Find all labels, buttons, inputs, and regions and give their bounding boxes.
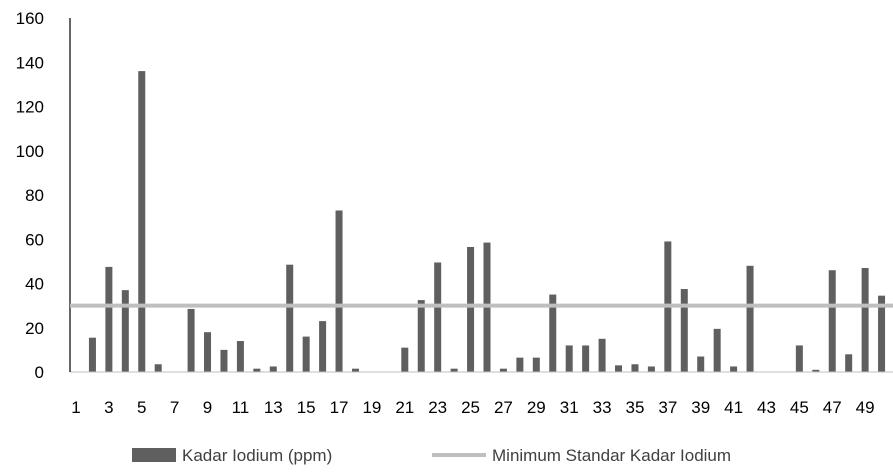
x-tick-label: 39: [691, 398, 710, 417]
x-tick-label: 23: [428, 398, 447, 417]
bar: [401, 347, 409, 372]
x-tick-label: 13: [264, 398, 283, 417]
x-tick-label: 25: [461, 398, 480, 417]
x-tick-label: 17: [330, 398, 349, 417]
bar: [121, 290, 129, 372]
bar: [795, 345, 803, 372]
bar: [615, 365, 623, 372]
bar: [861, 268, 869, 372]
y-tick-label: 100: [16, 142, 44, 161]
bar: [845, 354, 853, 372]
bar: [532, 357, 540, 372]
x-axis-tick-labels: 1 3 5 7 9 11 13 15 17 19 21 23 25 27 29 31 33 35 37 39 41 43 4…: [71, 398, 874, 417]
bar: [204, 332, 212, 372]
y-axis-tick-labels: 0 20 40 60 80 100 120 140 160: [16, 9, 44, 382]
bar: [713, 328, 721, 372]
bar: [154, 364, 162, 372]
legend-label-bar: Kadar Iodium (ppm): [182, 446, 332, 465]
bar: [351, 368, 359, 372]
bar: [253, 368, 261, 372]
y-tick-label: 160: [16, 9, 44, 28]
x-tick-label: 29: [527, 398, 546, 417]
x-tick-label: 49: [856, 398, 875, 417]
x-tick-label: 9: [203, 398, 212, 417]
x-tick-label: 35: [625, 398, 644, 417]
x-tick-label: 7: [170, 398, 179, 417]
bar: [812, 369, 820, 372]
bar: [286, 264, 294, 372]
x-tick-label: 11: [232, 398, 250, 417]
bar: [730, 366, 738, 372]
bar-series: [88, 71, 886, 373]
bar: [138, 71, 146, 372]
bar: [88, 337, 96, 372]
bar: [467, 246, 475, 372]
x-tick-label: 41: [724, 398, 743, 417]
x-tick-label: 21: [395, 398, 414, 417]
bar: [499, 368, 507, 372]
x-tick-label: 33: [593, 398, 612, 417]
x-tick-label: 43: [757, 398, 776, 417]
bar: [582, 345, 590, 372]
x-tick-label: 45: [790, 398, 809, 417]
legend: Kadar Iodium (ppm) Minimum Standar Kadar…: [132, 446, 731, 465]
x-tick-label: 37: [658, 398, 677, 417]
y-tick-label: 40: [25, 275, 44, 294]
bar: [220, 349, 228, 373]
x-tick-label: 19: [362, 398, 381, 417]
bar: [697, 356, 705, 372]
x-tick-label: 31: [560, 398, 579, 417]
bar: [746, 265, 754, 372]
bar: [565, 345, 573, 372]
bar: [680, 289, 688, 372]
legend-swatch-bar: [132, 448, 176, 462]
bar: [450, 368, 458, 372]
bar: [549, 294, 557, 372]
bar: [335, 210, 343, 372]
legend-label-line: Minimum Standar Kadar Iodium: [492, 446, 731, 465]
bar: [187, 308, 195, 372]
x-tick-label: 47: [823, 398, 842, 417]
bar: [319, 321, 327, 372]
x-tick-label: 5: [137, 398, 146, 417]
bar: [236, 341, 244, 372]
x-tick-label: 3: [104, 398, 113, 417]
x-tick-label: 27: [494, 398, 513, 417]
bar: [417, 300, 425, 372]
y-tick-label: 0: [35, 363, 44, 382]
y-tick-label: 120: [16, 98, 44, 117]
bar: [631, 364, 639, 372]
x-tick-label: 1: [71, 398, 80, 417]
bar: [105, 266, 113, 372]
bar: [434, 262, 442, 372]
bar: [302, 336, 310, 372]
bar: [516, 357, 524, 372]
bar: [598, 338, 606, 372]
bar: [878, 295, 886, 372]
y-tick-label: 60: [25, 230, 44, 249]
y-tick-label: 140: [16, 53, 44, 72]
x-tick-label: 15: [297, 398, 316, 417]
y-tick-label: 20: [25, 319, 44, 338]
y-tick-label: 80: [25, 186, 44, 205]
bar: [828, 270, 836, 372]
bar: [269, 366, 277, 372]
bar: [647, 366, 655, 372]
